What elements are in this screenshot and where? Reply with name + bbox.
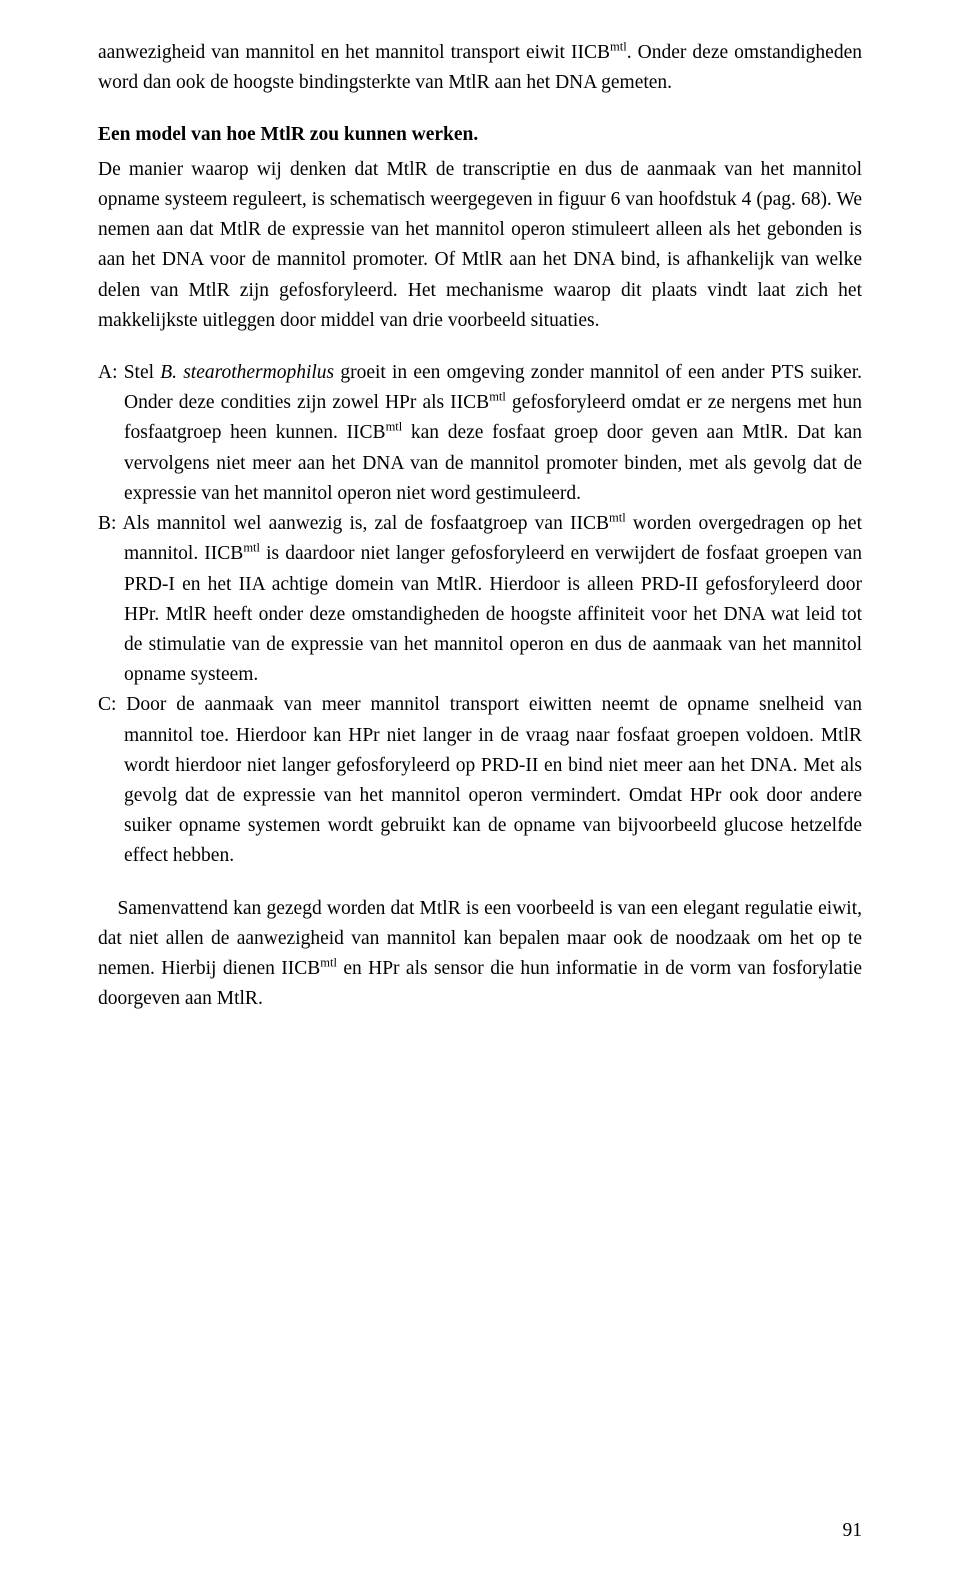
case-b-sup2: mtl <box>243 541 260 555</box>
cases-block: A: Stel B. stearothermophilus groeit in … <box>98 358 862 872</box>
case-a-italic: B. stearothermophilus <box>160 362 334 383</box>
page-number: 91 <box>843 1520 863 1542</box>
case-b: B: Als mannitol wel aanwezig is, zal de … <box>98 509 862 690</box>
summary-sup: mtl <box>320 956 337 970</box>
intro-text-before: aanwezigheid van mannitol en het mannito… <box>98 42 610 63</box>
case-c: C: Door de aanmaak van meer mannitol tra… <box>98 690 862 871</box>
intro-sup: mtl <box>610 40 627 54</box>
document-page: aanwezigheid van mannitol en het mannito… <box>0 0 960 1576</box>
intro-paragraph: aanwezigheid van mannitol en het mannito… <box>98 38 862 98</box>
case-b-lead: B: Als mannitol wel aanwezig is, zal de … <box>98 513 609 534</box>
case-a-sup2: mtl <box>386 420 403 434</box>
case-a: A: Stel B. stearothermophilus groeit in … <box>98 358 862 509</box>
case-b-sup1: mtl <box>609 511 626 525</box>
summary-paragraph: Samenvattend kan gezegd worden dat MtlR … <box>98 894 862 1015</box>
case-b-seg3: is daardoor niet langer gefosforyleerd e… <box>124 543 862 685</box>
case-a-lead: A: Stel <box>98 362 160 383</box>
case-a-sup1: mtl <box>489 390 506 404</box>
model-paragraph: De manier waarop wij denken dat MtlR de … <box>98 155 862 336</box>
section-heading: Een model van hoe MtlR zou kunnen werken… <box>98 120 862 150</box>
